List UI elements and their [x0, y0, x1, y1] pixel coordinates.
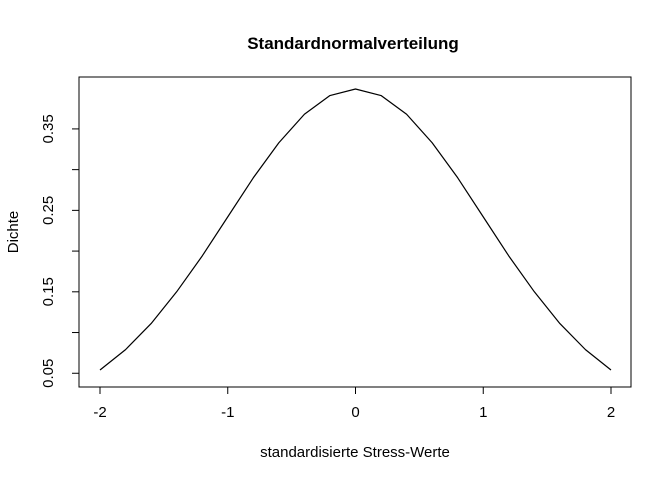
plot-frame: [78, 76, 632, 388]
y-axis: 0.05 0.15 0.25 0.35: [40, 114, 80, 388]
density-curve: [99, 88, 612, 371]
y-axis-label: Dichte: [5, 211, 22, 254]
x-tick-label: -1: [221, 404, 234, 421]
x-axis-label: standardisierte Stress-Werte: [260, 444, 450, 461]
y-tick-label: 0.35: [40, 114, 57, 143]
x-tick-label: 2: [607, 404, 615, 421]
x-axis: -2 -1 0 1 2: [93, 386, 615, 421]
chart-title: Standardnormalverteilung: [247, 34, 459, 53]
y-tick-label: 0.15: [40, 277, 57, 306]
x-tick-label: 1: [479, 404, 487, 421]
y-tick-label: 0.25: [40, 196, 57, 225]
x-tick-label: 0: [351, 404, 359, 421]
y-tick-label: 0.05: [40, 359, 57, 388]
x-tick-label: -2: [93, 404, 106, 421]
series-layer: [99, 88, 612, 371]
